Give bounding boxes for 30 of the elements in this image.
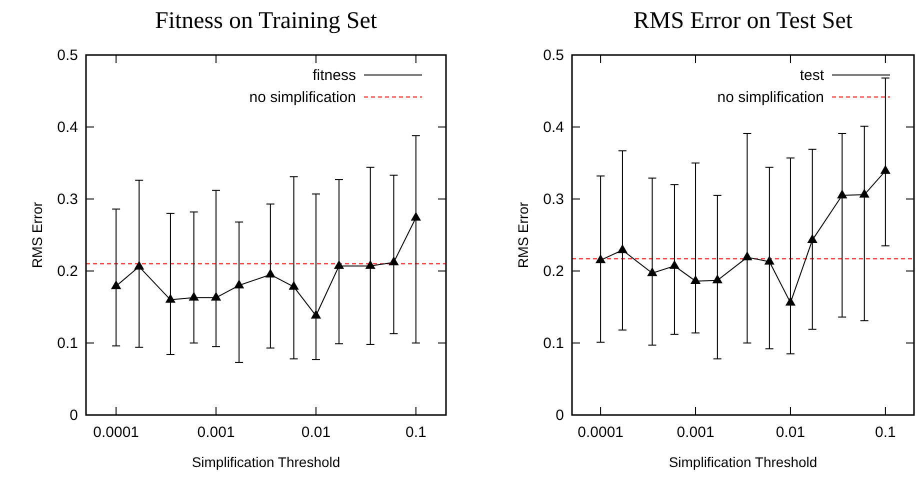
- x-tick-label: 0.0001: [578, 424, 624, 441]
- y-axis-title: RMS Error: [29, 202, 45, 268]
- y-tick-label: 0.3: [57, 191, 78, 208]
- y-tick-label: 0.5: [543, 47, 564, 64]
- x-axis-title: Simplification Threshold: [192, 454, 340, 470]
- y-tick-label: 0.4: [543, 119, 564, 136]
- y-tick-label: 0.3: [543, 191, 564, 208]
- x-tick-label: 0.01: [301, 424, 331, 441]
- y-tick-label: 0.5: [57, 47, 78, 64]
- y-tick-label: 0.1: [543, 335, 564, 352]
- x-tick-label: 0.001: [197, 424, 235, 441]
- x-tick-label: 0.01: [776, 424, 806, 441]
- x-tick-label: 0.1: [874, 424, 896, 441]
- chart-title: Fitness on Training Set: [154, 8, 378, 34]
- x-tick-label: 0.0001: [93, 424, 140, 441]
- y-tick-label: 0: [70, 407, 78, 424]
- x-tick-label: 0.1: [405, 424, 426, 441]
- legend-label: no simplification: [717, 89, 824, 106]
- legend-label: no simplification: [249, 89, 356, 106]
- y-tick-label: 0: [556, 407, 564, 424]
- x-tick-label: 0.001: [676, 424, 714, 441]
- y-tick-label: 0.1: [57, 335, 78, 352]
- y-axis-title: RMS Error: [515, 202, 531, 268]
- y-tick-label: 0.4: [57, 119, 78, 136]
- legend-label: test: [800, 67, 825, 84]
- y-tick-label: 0.2: [543, 263, 564, 280]
- y-tick-label: 0.2: [57, 263, 78, 280]
- chart-title: RMS Error on Test Set: [633, 8, 853, 34]
- legend-label: fitness: [312, 67, 356, 84]
- x-axis-title: Simplification Threshold: [668, 454, 818, 470]
